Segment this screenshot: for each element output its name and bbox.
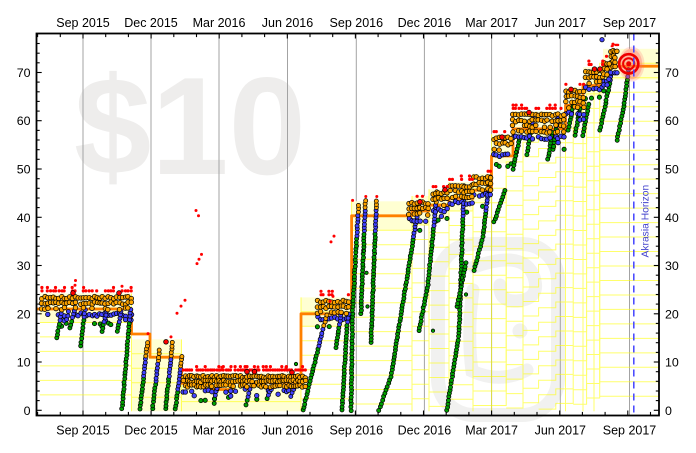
svg-text:Jun 2016: Jun 2016 <box>262 16 313 30</box>
svg-text:Sep 2016: Sep 2016 <box>330 424 384 438</box>
svg-text:Dec 2016: Dec 2016 <box>398 424 452 438</box>
svg-text:30: 30 <box>665 259 679 273</box>
svg-text:Akrasia Horizon: Akrasia Horizon <box>641 185 652 258</box>
svg-text:70: 70 <box>665 66 679 80</box>
svg-text:50: 50 <box>665 163 679 177</box>
svg-text:60: 60 <box>17 114 31 128</box>
svg-text:$10: $10 <box>74 49 306 204</box>
svg-text:60: 60 <box>665 114 679 128</box>
svg-text:30: 30 <box>17 259 31 273</box>
svg-text:Mar 2016: Mar 2016 <box>193 16 246 30</box>
svg-text:70: 70 <box>17 66 31 80</box>
svg-text:Jun 2017: Jun 2017 <box>535 424 586 438</box>
svg-text:Mar 2016: Mar 2016 <box>193 424 246 438</box>
svg-text:Sep 2017: Sep 2017 <box>603 16 657 30</box>
svg-text:Sep 2015: Sep 2015 <box>56 424 110 438</box>
svg-text:Jun 2016: Jun 2016 <box>262 424 313 438</box>
svg-text:50: 50 <box>17 163 31 177</box>
svg-text:0: 0 <box>24 404 31 418</box>
svg-text:10: 10 <box>665 356 679 370</box>
svg-text:Dec 2015: Dec 2015 <box>124 16 178 30</box>
svg-text:10: 10 <box>17 356 31 370</box>
svg-text:20: 20 <box>17 307 31 321</box>
svg-text:40: 40 <box>665 211 679 225</box>
svg-text:20: 20 <box>665 307 679 321</box>
svg-text:40: 40 <box>17 211 31 225</box>
svg-text:Mar 2017: Mar 2017 <box>465 424 518 438</box>
svg-text:Dec 2016: Dec 2016 <box>398 16 452 30</box>
svg-text:Sep 2015: Sep 2015 <box>56 16 110 30</box>
svg-text:Jun 2017: Jun 2017 <box>535 16 586 30</box>
svg-text:Dec 2015: Dec 2015 <box>124 424 178 438</box>
svg-text:Sep 2016: Sep 2016 <box>330 16 384 30</box>
svg-text:Sep 2017: Sep 2017 <box>603 424 657 438</box>
svg-text:0: 0 <box>665 404 672 418</box>
svg-text:Mar 2017: Mar 2017 <box>465 16 518 30</box>
